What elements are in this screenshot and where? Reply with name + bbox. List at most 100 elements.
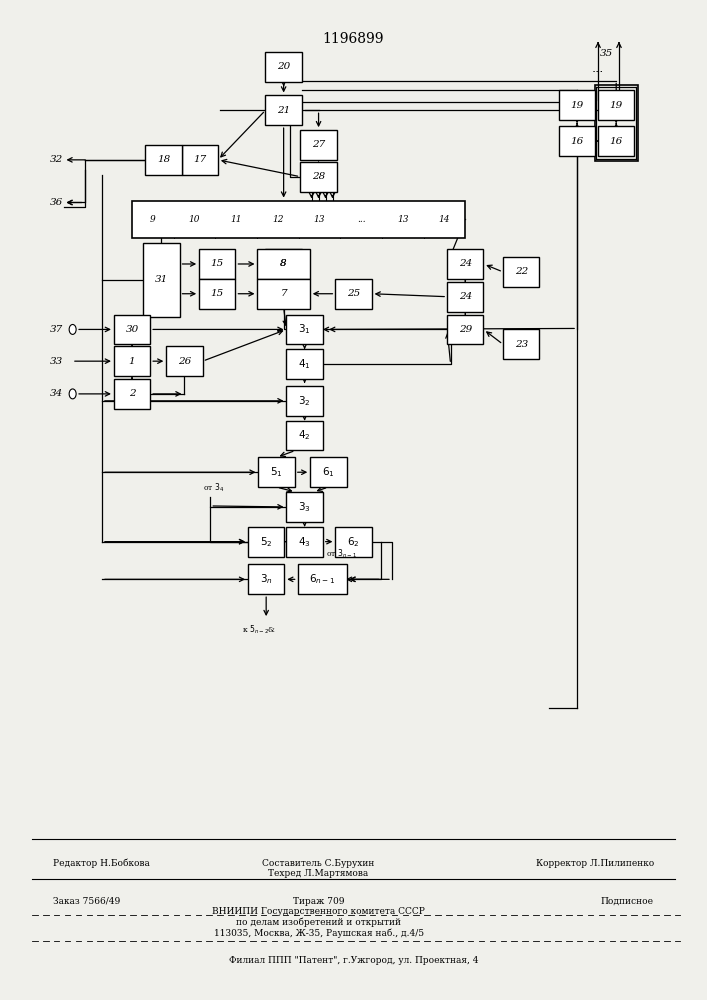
FancyBboxPatch shape <box>335 279 372 309</box>
Text: 29: 29 <box>459 325 472 334</box>
FancyBboxPatch shape <box>265 52 302 82</box>
Text: 25: 25 <box>347 289 360 298</box>
Text: 15: 15 <box>211 289 224 298</box>
Text: 28: 28 <box>312 172 325 181</box>
Text: 23: 23 <box>515 340 528 349</box>
Text: 20: 20 <box>277 62 291 71</box>
Text: 1: 1 <box>129 357 135 366</box>
FancyBboxPatch shape <box>265 95 302 125</box>
Text: от $3_4$: от $3_4$ <box>204 482 225 494</box>
FancyBboxPatch shape <box>257 249 310 279</box>
FancyBboxPatch shape <box>286 349 323 379</box>
Text: $6_{n-1}$: $6_{n-1}$ <box>309 572 335 586</box>
Text: $3_2$: $3_2$ <box>298 394 311 408</box>
Text: $6_1$: $6_1$ <box>322 465 334 479</box>
FancyBboxPatch shape <box>286 527 323 557</box>
Text: Редактор Н.Бобкова: Редактор Н.Бобкова <box>53 859 150 868</box>
Text: $4_1$: $4_1$ <box>298 357 311 371</box>
Text: Тираж 709
ВНИИПИ Государственного комитета СССР
по делам изобретений и открытий
: Тираж 709 ВНИИПИ Государственного комите… <box>212 897 425 938</box>
Text: 30: 30 <box>125 325 139 334</box>
Text: 36: 36 <box>50 198 64 207</box>
FancyBboxPatch shape <box>335 527 372 557</box>
FancyBboxPatch shape <box>259 457 295 487</box>
Text: 27: 27 <box>312 140 325 149</box>
Text: 1196899: 1196899 <box>323 32 384 46</box>
Text: 11: 11 <box>230 215 242 224</box>
Text: Филиал ППП "Патент", г.Ужгород, ул. Проектная, 4: Филиал ППП "Патент", г.Ужгород, ул. Прое… <box>229 956 478 965</box>
FancyBboxPatch shape <box>310 457 346 487</box>
FancyBboxPatch shape <box>146 145 182 175</box>
FancyBboxPatch shape <box>248 527 284 557</box>
Circle shape <box>69 324 76 334</box>
Text: 15: 15 <box>211 259 224 268</box>
Text: 18: 18 <box>157 155 170 164</box>
FancyBboxPatch shape <box>286 421 323 450</box>
Text: к $5_{n-2}$&: к $5_{n-2}$& <box>242 624 276 636</box>
FancyBboxPatch shape <box>286 315 323 344</box>
Text: 37: 37 <box>50 325 64 334</box>
Text: 9: 9 <box>150 215 156 224</box>
FancyBboxPatch shape <box>114 379 150 409</box>
Text: 12: 12 <box>272 215 284 224</box>
Text: 8: 8 <box>280 259 287 268</box>
Text: Корректор Л.Пилипенко: Корректор Л.Пилипенко <box>536 859 654 868</box>
FancyBboxPatch shape <box>503 329 539 359</box>
Text: 21: 21 <box>277 106 291 115</box>
Text: 31: 31 <box>155 275 168 284</box>
FancyBboxPatch shape <box>265 249 302 279</box>
Text: $5_1$: $5_1$ <box>270 465 283 479</box>
FancyBboxPatch shape <box>144 243 180 317</box>
Text: 16: 16 <box>609 137 623 146</box>
Text: ...: ... <box>592 62 604 75</box>
FancyBboxPatch shape <box>286 386 323 416</box>
FancyBboxPatch shape <box>286 492 323 522</box>
Text: 32: 32 <box>50 155 64 164</box>
FancyBboxPatch shape <box>300 130 337 160</box>
FancyBboxPatch shape <box>503 257 539 287</box>
FancyBboxPatch shape <box>447 249 484 279</box>
Text: 19: 19 <box>609 101 623 110</box>
FancyBboxPatch shape <box>598 90 634 120</box>
Text: 13: 13 <box>314 215 325 224</box>
Text: 34: 34 <box>50 389 64 398</box>
Text: 24: 24 <box>459 259 472 268</box>
Text: 8: 8 <box>280 259 287 268</box>
FancyBboxPatch shape <box>598 126 634 156</box>
Text: от $3_{n-1}$: от $3_{n-1}$ <box>325 547 356 560</box>
Text: 17: 17 <box>193 155 206 164</box>
Text: Подписное: Подписное <box>601 897 654 906</box>
FancyBboxPatch shape <box>199 279 235 309</box>
FancyBboxPatch shape <box>559 90 595 120</box>
FancyBboxPatch shape <box>248 564 284 594</box>
Text: $6_2$: $6_2$ <box>347 535 360 549</box>
Text: $3_1$: $3_1$ <box>298 323 311 336</box>
FancyBboxPatch shape <box>300 162 337 192</box>
FancyBboxPatch shape <box>447 315 484 344</box>
FancyBboxPatch shape <box>199 249 235 279</box>
Text: 19: 19 <box>571 101 584 110</box>
Circle shape <box>69 389 76 399</box>
Text: 7: 7 <box>280 289 287 298</box>
Text: 35: 35 <box>600 49 614 58</box>
Text: 2: 2 <box>129 389 135 398</box>
Text: 24: 24 <box>459 292 472 301</box>
Text: Заказ 7566/49: Заказ 7566/49 <box>53 897 120 906</box>
Text: $4_2$: $4_2$ <box>298 429 311 442</box>
Text: ...: ... <box>357 215 366 224</box>
Text: 16: 16 <box>571 137 584 146</box>
Text: 10: 10 <box>189 215 200 224</box>
Text: Составитель С.Бурухин
Техред Л.Мартямова: Составитель С.Бурухин Техред Л.Мартямова <box>262 859 375 878</box>
Text: 14: 14 <box>439 215 450 224</box>
FancyBboxPatch shape <box>114 315 150 344</box>
Text: 26: 26 <box>177 357 191 366</box>
Text: 33: 33 <box>50 357 64 366</box>
FancyBboxPatch shape <box>257 279 310 309</box>
FancyBboxPatch shape <box>298 564 346 594</box>
Text: 22: 22 <box>515 267 528 276</box>
FancyBboxPatch shape <box>447 282 484 312</box>
FancyBboxPatch shape <box>114 346 150 376</box>
Text: $3_n$: $3_n$ <box>259 572 273 586</box>
FancyBboxPatch shape <box>132 201 465 238</box>
FancyBboxPatch shape <box>166 346 203 376</box>
FancyBboxPatch shape <box>559 126 595 156</box>
